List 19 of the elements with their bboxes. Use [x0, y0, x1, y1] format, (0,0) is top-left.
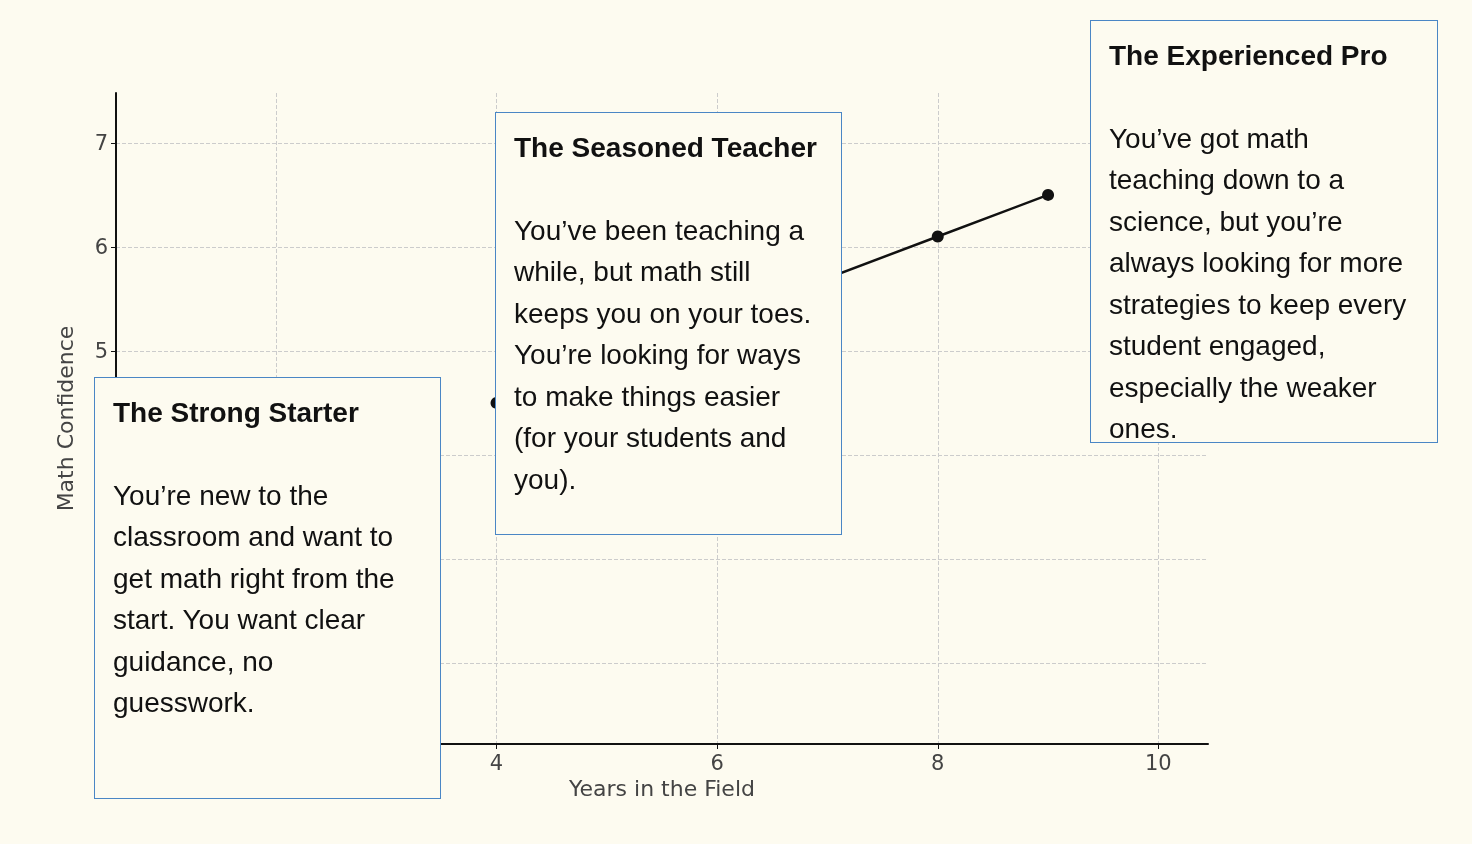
note-box: The Strong Starter You’re new to the classroom and want to get math right from the start. You want clear guidance, no guesswork. [94, 377, 441, 799]
annotation: You’ve got math teaching down to a science, but you’re always looking for more strategies to keep every student engaged, especially the weaker ones. [1109, 121, 1408, 446]
annotation: You’ve been teaching a while, but math still keeps you on your toes. You’re looking for ways to make things easier (for your students and you). [514, 213, 813, 497]
x-tick-label: 10 [1145, 750, 1172, 775]
note-box: The Experienced Pro You’ve got math teaching down to a science, but you’re always looking for more strategies to keep every student engaged, especially the weaker ones. [1090, 20, 1438, 443]
y-axis-title: Math Confidence [52, 325, 78, 512]
y-tick-label: 7 [94, 130, 108, 155]
note-box: The Seasoned Teacher You’ve been teaching a while, but math still keeps you on your toes. You’re looking for ways to make things easier (for your students and you). [495, 112, 842, 535]
x-axis-title: Years in the Field [568, 776, 755, 802]
x-tick-label: 8 [931, 750, 945, 775]
y-tick-label: 6 [94, 234, 108, 259]
x-tick-label: 6 [710, 750, 724, 775]
point [1042, 188, 1055, 201]
annotation: You’re new to the classroom and want to get math right from the start. You want clear guidance, no guesswork. [113, 478, 396, 720]
point [931, 230, 944, 243]
annotation: The Seasoned Teacher [514, 131, 818, 165]
y-tick-label: 5 [94, 338, 108, 363]
x-tick-label: 4 [489, 750, 504, 775]
annotation: The Strong Starter [113, 396, 360, 430]
